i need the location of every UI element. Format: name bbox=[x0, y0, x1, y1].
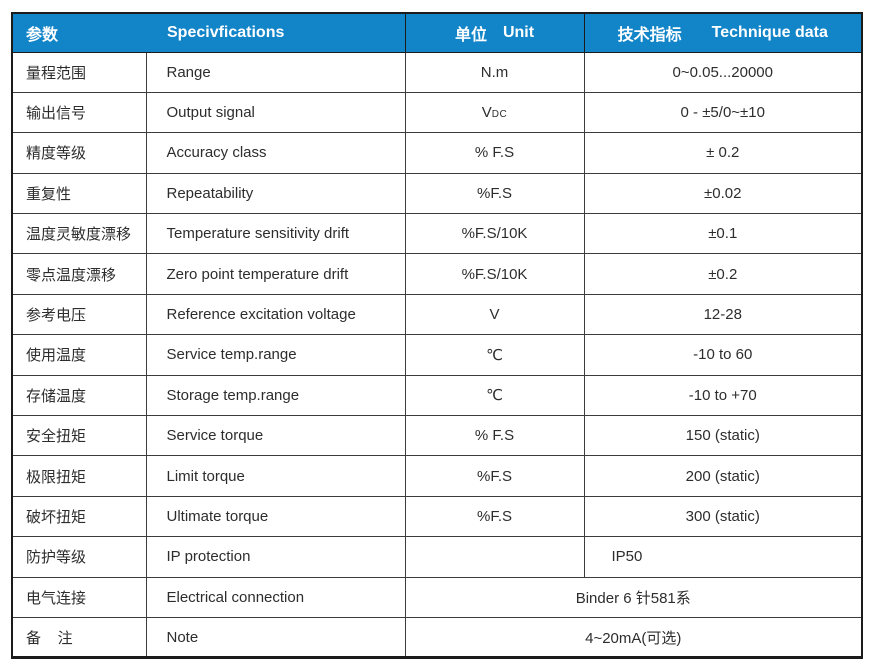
unit-cell: %F.S bbox=[404, 455, 585, 497]
header-tech-cn: 技术指标 bbox=[617, 26, 682, 44]
unit-cell: N.m bbox=[404, 51, 585, 93]
param-cn-cell: 备 注 bbox=[11, 616, 147, 659]
unit-cell: % F.S bbox=[404, 415, 585, 457]
table-row: 安全扭矩 Service torque % F.S 150 (static) bbox=[11, 415, 863, 457]
unit-cell: %F.S/10K bbox=[404, 253, 585, 295]
unit-cell: ℃ bbox=[404, 374, 585, 417]
unit-cell: % F.S bbox=[404, 132, 585, 174]
param-en-cell: Zero point temperature drift bbox=[145, 253, 406, 295]
value-cell: ±0.02 bbox=[583, 172, 863, 215]
value-cell: 0 - ±5/0~±10 bbox=[583, 91, 863, 134]
param-en-cell: IP protection bbox=[145, 536, 406, 578]
param-en-cell: Temperature sensitivity drift bbox=[145, 213, 406, 255]
param-cn-cell: 存储温度 bbox=[11, 374, 147, 417]
table-row: 存储温度 Storage temp.range ℃ -10 to +70 bbox=[11, 374, 863, 417]
specification-table: 参数 Specivfications 单位 Unit 技术指标 Techniqu… bbox=[11, 12, 863, 660]
table-row: 备 注 Note 4~20mA(可选) bbox=[11, 616, 863, 659]
table-row: 输出信号 Output signal VDC 0 - ±5/0~±10 bbox=[11, 91, 863, 134]
param-en-cell: Accuracy class bbox=[145, 132, 406, 174]
param-en-cell: Reference excitation voltage bbox=[145, 293, 406, 336]
value-cell: IP50 bbox=[583, 536, 863, 578]
param-cn-cell: 零点温度漂移 bbox=[11, 253, 147, 295]
table-row: 极限扭矩 Limit torque %F.S 200 (static) bbox=[11, 455, 863, 497]
unit-cell: %F.S bbox=[404, 495, 585, 538]
header-tech-en: Technique data bbox=[711, 23, 828, 41]
value-cell: 200 (static) bbox=[583, 455, 863, 497]
value-cell: -10 to 60 bbox=[583, 334, 863, 376]
table-row: 量程范围 Range N.m 0~0.05...20000 bbox=[11, 51, 863, 93]
value-cell: ±0.2 bbox=[583, 253, 863, 295]
param-cn-cell: 使用温度 bbox=[11, 334, 147, 376]
value-cell: 0~0.05...20000 bbox=[583, 51, 863, 93]
param-en-cell: Service torque bbox=[145, 415, 406, 457]
param-cn-cell: 电气连接 bbox=[11, 576, 147, 618]
table-row: 温度灵敏度漂移 Temperature sensitivity drift %F… bbox=[11, 213, 863, 255]
param-cn-cell: 精度等级 bbox=[11, 132, 147, 174]
table-header-row: 参数 Specivfications 单位 Unit 技术指标 Techniqu… bbox=[11, 12, 863, 53]
value-cell: 12-28 bbox=[583, 293, 863, 336]
header-spec-en: Specivfications bbox=[167, 23, 285, 41]
unit-cell: %F.S bbox=[404, 172, 585, 215]
param-en-cell: Range bbox=[145, 51, 406, 93]
header-unit-cell: 单位 Unit bbox=[404, 12, 585, 53]
value-cell: ± 0.2 bbox=[583, 132, 863, 174]
table-row: 破坏扭矩 Ultimate torque %F.S 300 (static) bbox=[11, 495, 863, 538]
table-row: 参考电压 Reference excitation voltage V 12-2… bbox=[11, 293, 863, 336]
merged-value-cell: Binder 6 针581系 bbox=[404, 576, 863, 618]
unit-cell: %F.S/10K bbox=[404, 213, 585, 255]
table-row: 电气连接 Electrical connection Binder 6 针581… bbox=[11, 576, 863, 618]
unit-cell bbox=[404, 536, 585, 578]
header-parameter-cell: 参数 Specivfications bbox=[11, 12, 406, 53]
param-cn-cell: 输出信号 bbox=[11, 91, 147, 134]
unit-subscript: DC bbox=[491, 109, 508, 121]
param-cn-cell: 安全扭矩 bbox=[11, 415, 147, 457]
param-en-cell: Note bbox=[145, 616, 406, 659]
header-unit-en: Unit bbox=[502, 23, 535, 41]
table-row: 重复性 Repeatability %F.S ±0.02 bbox=[11, 172, 863, 215]
param-en-cell: Output signal bbox=[145, 91, 406, 134]
param-cn-cell: 极限扭矩 bbox=[11, 455, 147, 497]
param-cn-cell: 防护等级 bbox=[11, 536, 147, 578]
unit-cell: VDC bbox=[404, 91, 585, 134]
header-unit-cn: 单位 bbox=[454, 26, 487, 44]
value-cell: 300 (static) bbox=[583, 495, 863, 538]
param-cn-cell: 量程范围 bbox=[11, 51, 147, 93]
table-row: 零点温度漂移 Zero point temperature drift %F.S… bbox=[11, 253, 863, 295]
unit-cell: ℃ bbox=[404, 334, 585, 376]
header-technique-cell: 技术指标 Technique data bbox=[583, 12, 863, 53]
param-cn-cell: 破坏扭矩 bbox=[11, 495, 147, 538]
merged-value-cell: 4~20mA(可选) bbox=[404, 616, 863, 659]
table-row: 精度等级 Accuracy class % F.S ± 0.2 bbox=[11, 132, 863, 174]
param-cn-cell: 参考电压 bbox=[11, 293, 147, 336]
unit-cell: V bbox=[404, 293, 585, 336]
value-cell: -10 to +70 bbox=[583, 374, 863, 417]
header-param-cn: 参数 bbox=[26, 26, 59, 44]
param-en-cell: Electrical connection bbox=[145, 576, 406, 618]
value-cell: ±0.1 bbox=[583, 213, 863, 255]
param-cn-cell: 重复性 bbox=[11, 172, 147, 215]
param-en-cell: Limit torque bbox=[145, 455, 406, 497]
value-cell: 150 (static) bbox=[583, 415, 863, 457]
param-en-cell: Storage temp.range bbox=[145, 374, 406, 417]
table-row: 防护等级 IP protection IP50 bbox=[11, 536, 863, 578]
param-en-cell: Ultimate torque bbox=[145, 495, 406, 538]
param-cn-cell: 温度灵敏度漂移 bbox=[11, 213, 147, 255]
table-row: 使用温度 Service temp.range ℃ -10 to 60 bbox=[11, 334, 863, 376]
param-en-cell: Service temp.range bbox=[145, 334, 406, 376]
param-en-cell: Repeatability bbox=[145, 172, 406, 215]
